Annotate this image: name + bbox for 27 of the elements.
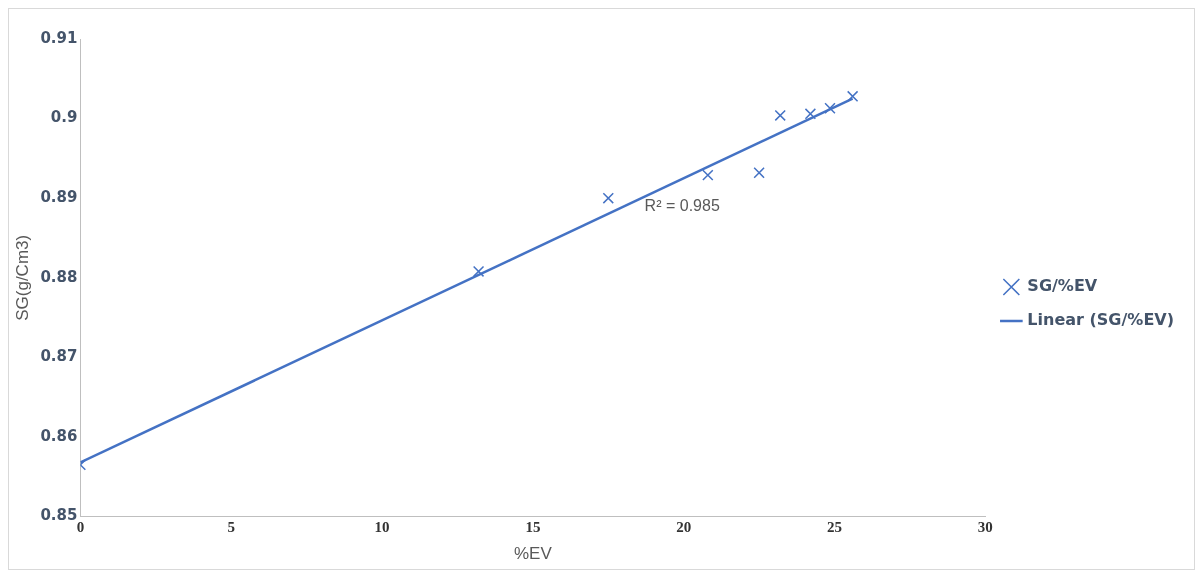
x-tick-label: 20 xyxy=(676,519,692,536)
legend-label: SG/%EV xyxy=(1027,276,1098,296)
annotation: R² = 0.985 xyxy=(644,196,720,214)
y-tick-label: 0.9 xyxy=(50,108,78,127)
x-tick-label: 30 xyxy=(977,519,993,536)
y-tick-label: 0.89 xyxy=(40,188,78,207)
point xyxy=(602,192,614,204)
y-tick-label: 0.87 xyxy=(40,347,78,366)
point xyxy=(702,169,714,181)
x-tick-label: 10 xyxy=(374,519,390,536)
point xyxy=(824,102,836,114)
point xyxy=(472,265,485,278)
x-axis-title: %EV xyxy=(513,544,553,564)
x-tick-label: 15 xyxy=(525,519,541,536)
y-tick-label: 0.88 xyxy=(40,267,78,286)
y-tick-label: 0.86 xyxy=(40,426,78,445)
y-axis-title: SG(g/Cm3) xyxy=(12,234,32,321)
point xyxy=(804,108,817,120)
legend-label: Linear (SG/%EV) xyxy=(1027,310,1175,330)
point xyxy=(774,109,786,122)
y-tick-label: 0.85 xyxy=(40,506,78,525)
point xyxy=(846,90,859,103)
x-tick-label: 5 xyxy=(227,519,235,536)
x-tick-label: 25 xyxy=(827,519,843,536)
point xyxy=(753,167,765,179)
x-tick-label: 0 xyxy=(76,519,85,536)
y-tick-label: 0.91 xyxy=(40,28,78,47)
